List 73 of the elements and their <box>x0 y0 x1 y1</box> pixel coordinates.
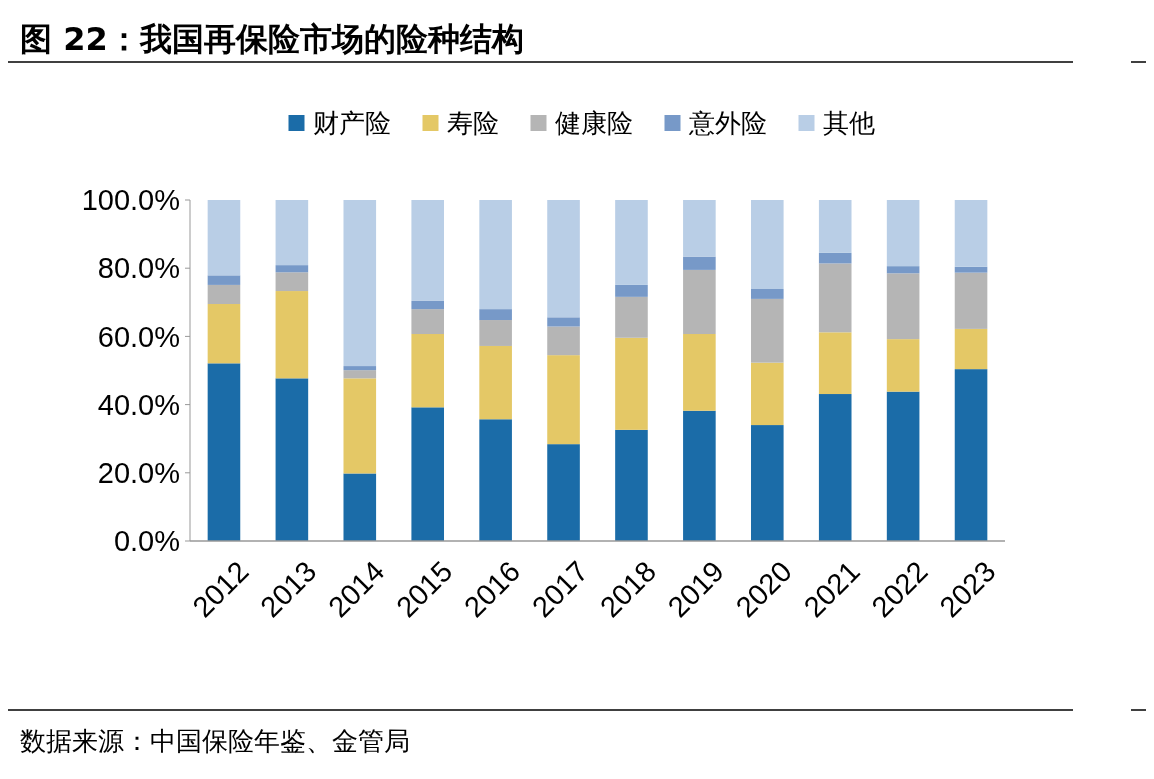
bar <box>411 334 445 408</box>
bar <box>615 284 648 297</box>
chart-title: 图 22：我国再保险市场的险种结构 <box>20 20 524 58</box>
bar <box>547 444 580 541</box>
bar <box>207 363 241 541</box>
bar <box>886 266 920 274</box>
bar <box>343 370 377 379</box>
bar <box>547 200 580 318</box>
legend-label: 健康险 <box>554 108 633 138</box>
bar <box>818 200 852 253</box>
bar <box>683 410 716 541</box>
bar <box>479 320 512 346</box>
bar <box>411 309 445 335</box>
legend-label: 意外险 <box>687 108 767 138</box>
bar <box>683 256 716 270</box>
bar <box>547 317 580 327</box>
bar <box>479 345 512 420</box>
bar <box>411 407 445 541</box>
y-tick-label: 20.0% <box>97 456 180 489</box>
bar <box>818 252 852 264</box>
bar <box>275 291 309 379</box>
y-tick-label: 80.0% <box>97 252 180 285</box>
bar <box>683 200 716 257</box>
bar <box>750 362 784 426</box>
bar <box>615 296 648 338</box>
bar <box>886 200 920 267</box>
source-note: 数据来源：中国保险年鉴、金管局 <box>20 726 410 756</box>
bar <box>818 263 852 333</box>
bar <box>954 369 988 541</box>
bar <box>547 326 580 356</box>
bar <box>615 337 648 430</box>
bar <box>615 429 648 541</box>
bar <box>207 304 241 364</box>
y-tick-label: 100.0% <box>81 184 180 217</box>
bar <box>207 275 241 285</box>
bar <box>750 298 784 363</box>
bar <box>954 266 988 273</box>
bar <box>615 200 648 285</box>
bar <box>954 272 988 329</box>
bar <box>479 419 512 541</box>
bar <box>275 200 309 266</box>
bar <box>343 378 377 474</box>
bar <box>411 200 445 301</box>
bar <box>343 473 377 541</box>
bar <box>683 334 716 411</box>
legend-label: 财产险 <box>312 108 391 138</box>
bar <box>818 394 852 541</box>
bar <box>750 425 784 541</box>
bar <box>818 332 852 395</box>
bar <box>954 328 988 370</box>
bar <box>207 200 241 276</box>
bar <box>683 269 716 335</box>
y-tick-label: 0.0% <box>113 525 180 558</box>
y-tick-label: 60.0% <box>97 320 180 353</box>
bar <box>343 366 377 371</box>
bar <box>750 200 784 289</box>
bar <box>750 289 784 299</box>
bar <box>411 300 445 310</box>
bar <box>547 355 580 445</box>
y-tick-label: 40.0% <box>97 388 180 421</box>
bar <box>275 265 309 273</box>
legend-label: 其他 <box>822 108 875 138</box>
bar <box>479 200 512 310</box>
bar <box>954 200 988 267</box>
bar <box>886 339 920 392</box>
bar <box>886 273 920 340</box>
legend-label: 寿险 <box>446 108 499 138</box>
bar <box>207 284 241 305</box>
bar <box>275 378 309 541</box>
bar <box>275 272 309 292</box>
bar <box>886 391 920 541</box>
bar <box>479 309 512 321</box>
bar <box>343 200 377 367</box>
